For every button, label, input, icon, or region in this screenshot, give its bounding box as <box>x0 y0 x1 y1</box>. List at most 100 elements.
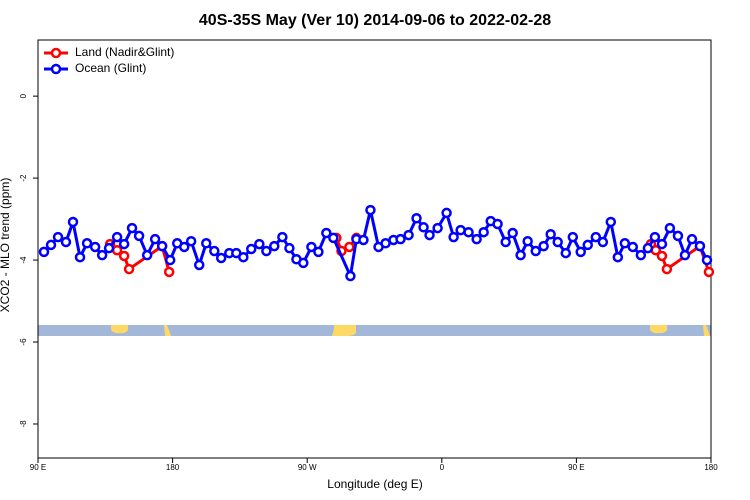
data-point <box>672 230 684 242</box>
data-point <box>103 242 115 254</box>
data-point <box>358 234 369 246</box>
data-point <box>133 230 145 242</box>
data-point <box>74 251 86 263</box>
data-point <box>141 249 153 261</box>
data-point <box>201 238 212 249</box>
data-point <box>89 241 101 253</box>
data-point <box>163 266 175 278</box>
data-point <box>664 222 676 234</box>
data-point <box>321 227 332 239</box>
land-patch <box>164 325 171 336</box>
data-point <box>344 241 355 253</box>
data-point <box>649 231 661 243</box>
y-tick-label: -4 <box>19 256 28 264</box>
data-point <box>656 250 668 262</box>
data-point <box>612 251 624 263</box>
data-point <box>193 259 205 271</box>
data-point <box>111 231 123 243</box>
data-point <box>582 239 594 251</box>
data-point <box>126 222 138 234</box>
data-point <box>567 231 579 243</box>
legend-marker <box>50 47 62 59</box>
data-point <box>156 240 168 252</box>
data-point <box>560 247 572 259</box>
data-point <box>277 231 288 243</box>
data-point <box>538 240 549 252</box>
data-point <box>627 241 639 253</box>
y-tick-label: -6 <box>19 338 28 346</box>
data-point <box>254 238 265 250</box>
data-point <box>424 229 435 241</box>
y-tick-label: -8 <box>19 420 28 428</box>
legend-label: Ocean (Glint) <box>75 61 146 75</box>
data-point <box>515 249 526 261</box>
data-point <box>96 249 108 261</box>
plot-frame <box>37 39 712 459</box>
data-point <box>215 252 227 264</box>
data-point <box>365 204 376 216</box>
x-tick-label: 180 <box>166 463 180 472</box>
data-point <box>345 270 356 282</box>
land-patch <box>332 325 356 336</box>
x-tick-label: 90 E <box>568 463 584 472</box>
data-point <box>441 207 452 219</box>
data-point <box>179 241 190 253</box>
chart-title: 40S-35S May (Ver 10) 2014-09-06 to 2022-… <box>199 12 551 29</box>
data-point <box>81 238 93 249</box>
data-point <box>694 240 706 252</box>
data-point <box>448 231 459 243</box>
data-point <box>522 235 533 247</box>
data-point <box>656 238 668 250</box>
map-strip <box>38 325 711 336</box>
data-point <box>545 228 556 240</box>
data-point <box>507 227 518 239</box>
data-point <box>590 231 602 243</box>
data-point <box>123 263 135 275</box>
land-patch <box>650 325 667 334</box>
data-point <box>679 249 691 261</box>
data-point <box>209 245 220 257</box>
data-point <box>597 236 609 248</box>
x-axis-label: Longitude (deg E) <box>327 477 422 491</box>
data-point <box>471 233 482 245</box>
legend-label: Land (Nadir&Glint) <box>75 45 174 59</box>
data-point <box>552 236 563 248</box>
x-tick-label: 90 W <box>298 463 317 472</box>
data-point <box>306 241 317 253</box>
data-point <box>661 263 673 275</box>
data-point <box>619 238 631 249</box>
data-point <box>67 216 79 228</box>
data-point <box>403 229 414 241</box>
data-point <box>328 232 339 244</box>
land-patch <box>703 325 710 336</box>
data-point <box>38 246 50 258</box>
data-point <box>395 233 406 245</box>
x-tick-label: 180 <box>704 463 718 472</box>
data-point <box>238 251 249 263</box>
data-point <box>500 236 511 248</box>
data-point <box>686 233 698 245</box>
land-patch <box>111 325 128 334</box>
data-point <box>635 249 647 261</box>
data-point <box>164 254 176 266</box>
data-point <box>703 266 715 278</box>
ocean-strip <box>38 325 711 336</box>
x-tick-label: 0 <box>440 463 445 472</box>
data-point <box>246 243 257 255</box>
x-tick-label: 90 E <box>30 463 46 472</box>
data-point <box>432 222 443 234</box>
data-point <box>313 246 324 258</box>
data-point <box>463 226 474 238</box>
data-point <box>185 235 197 247</box>
data-point <box>478 226 489 238</box>
data-point <box>118 238 130 250</box>
y-axis-label: XCO2 - MLO trend (ppm) <box>0 178 12 313</box>
data-point <box>45 239 57 251</box>
data-point <box>411 213 422 224</box>
data-point <box>530 245 541 257</box>
data-point <box>605 216 617 228</box>
data-point <box>60 236 72 248</box>
data-point <box>284 242 295 254</box>
data-point <box>701 254 713 266</box>
data-point <box>492 218 503 230</box>
